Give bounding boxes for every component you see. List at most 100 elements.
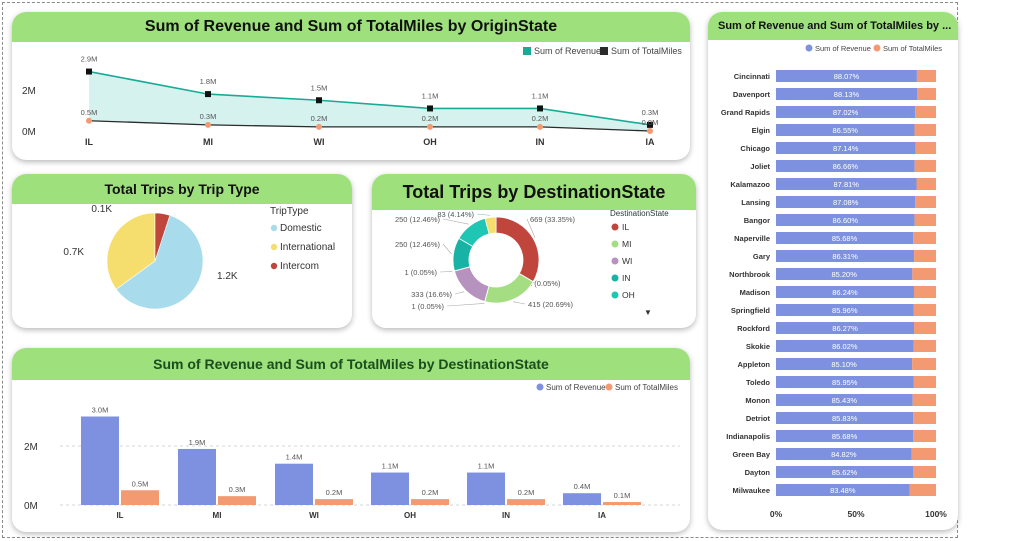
legend-title: TripType [270, 206, 309, 217]
revenue-bar [776, 412, 914, 424]
y-category-label: Gary [753, 252, 771, 261]
donut-data-label: 1 (0.05%) [404, 268, 437, 277]
legend-miles-label: Sum of TotalMiles [615, 383, 678, 392]
donut-data-label: 415 (20.69%) [528, 300, 574, 309]
legend-swatch [611, 291, 619, 299]
x-tick-label: 50% [847, 509, 864, 519]
y-category-label: Indianapolis [726, 432, 770, 441]
miles-data-label: 0.2M [326, 488, 343, 497]
revenue-data-label: 86.55% [833, 126, 859, 135]
revenue-bar [178, 448, 216, 505]
y-tick-label: 0M [22, 127, 36, 138]
pie-slice-international [106, 212, 156, 290]
revenue-bar [371, 472, 409, 505]
revenue-data-label: 87.02% [833, 108, 859, 117]
legend-label: IL [622, 222, 629, 232]
legend-label: OH [622, 290, 635, 300]
revenue-data-label: 84.82% [831, 450, 857, 459]
donut-slice [453, 266, 490, 302]
miles-bar [913, 412, 936, 424]
miles-bar [912, 466, 936, 478]
revenue-data-label: 1.1M [532, 91, 549, 100]
trip-type-chart-title: Total Trips by Trip Type [12, 174, 352, 204]
revenue-bar [776, 322, 915, 334]
miles-bar [913, 304, 936, 316]
revenue-bar [776, 466, 913, 478]
revenue-bar [776, 142, 916, 154]
pie-slice-domestic [115, 214, 204, 310]
trip-type-pie-card[interactable]: Total Trips by Trip Type 1.2K 0.7K 0.1K Tri… [12, 174, 352, 328]
x-category-label: OH [423, 137, 437, 147]
legend-miles-swatch [600, 47, 608, 55]
revenue-data-label: 83.48% [830, 486, 856, 495]
trip-type-chart-svg: 1.2K 0.7K 0.1K TripType Domestic Internationa… [63, 204, 335, 310]
revenue-bar [275, 463, 313, 505]
x-category-label: IN [536, 137, 545, 147]
x-tick-label: 0% [770, 509, 783, 519]
legend-miles-swatch [605, 383, 613, 391]
miles-marker [86, 117, 92, 124]
x-category-label: OH [404, 511, 416, 520]
miles-bar [914, 124, 936, 136]
dest-trips-donut-card[interactable]: Total Trips by DestinationState 669 (33.… [372, 174, 696, 328]
revenue-data-label: 1.1M [478, 462, 495, 471]
revenue-data-label: 87.81% [834, 180, 860, 189]
legend-swatch [611, 223, 619, 231]
miles-data-label: 0.2M [422, 114, 439, 123]
donut-data-label: 1 (0.05%) [411, 302, 444, 311]
miles-bar [912, 394, 936, 406]
revenue-marker [316, 97, 322, 104]
revenue-bar [81, 416, 119, 505]
y-category-label: Lansing [741, 198, 770, 207]
y-category-label: Dayton [745, 468, 771, 477]
revenue-data-label: 1.5M [311, 83, 328, 92]
legend-title: DestinationState [610, 209, 669, 218]
donut-data-label: 333 (16.6%) [411, 290, 452, 299]
city-stacked-bar-card[interactable]: Sum of Revenue and Sum of TotalMiles by … [708, 12, 958, 530]
donut-slice [484, 273, 534, 304]
revenue-data-label: 86.31% [832, 252, 858, 261]
revenue-data-label: 88.13% [834, 90, 860, 99]
miles-bar [913, 232, 936, 244]
legend-label: Intercom [280, 261, 319, 272]
revenue-bar [467, 472, 505, 505]
revenue-bar [776, 304, 914, 316]
miles-bar [912, 358, 936, 370]
legend-swatch [270, 243, 278, 251]
miles-bar [914, 160, 936, 172]
y-category-label: Madison [740, 288, 771, 297]
y-category-label: Cincinnati [734, 72, 770, 81]
y-category-label: Naperville [734, 234, 770, 243]
y-category-label: Joliet [750, 162, 770, 171]
legend-miles-label: Sum of TotalMiles [611, 46, 682, 56]
pie-slice-intercom [154, 212, 171, 262]
legend-swatch [611, 240, 619, 248]
y-category-label: Monon [745, 396, 770, 405]
legend-miles-label: Sum of TotalMiles [883, 44, 942, 53]
miles-data-label: 0.5M [81, 108, 98, 117]
donut-leader-line [442, 243, 452, 255]
revenue-bar [776, 250, 915, 262]
city-chart-title: Sum of Revenue and Sum of TotalMiles by … [708, 12, 958, 40]
origin-state-line-card[interactable]: Sum of Revenue and Sum of TotalMiles by … [12, 12, 690, 160]
miles-marker [537, 123, 543, 130]
revenue-marker [205, 91, 211, 98]
origin-chart-title: Sum of Revenue and Sum of TotalMiles by … [12, 12, 690, 42]
miles-data-label: 0.2M [311, 114, 328, 123]
revenue-bar [776, 268, 913, 280]
dest-revenue-bar-card[interactable]: Sum of Revenue and Sum of TotalMiles by … [12, 348, 690, 532]
y-category-label: Grand Rapids [721, 108, 770, 117]
x-tick-label: 100% [925, 509, 947, 519]
revenue-data-label: 87.14% [833, 144, 859, 153]
legend-swatch [611, 257, 619, 265]
y-category-label: Detriot [746, 414, 771, 423]
legend-label: IN [622, 273, 631, 283]
revenue-data-label: 86.24% [832, 288, 858, 297]
miles-bar [912, 268, 936, 280]
revenue-marker [86, 68, 92, 75]
x-category-label: WI [309, 511, 319, 520]
pie-data-label: 0.1K [91, 204, 112, 215]
revenue-bar [776, 340, 914, 352]
donut-data-label: 669 (33.35%) [530, 215, 576, 224]
revenue-data-label: 1.1M [422, 91, 439, 100]
